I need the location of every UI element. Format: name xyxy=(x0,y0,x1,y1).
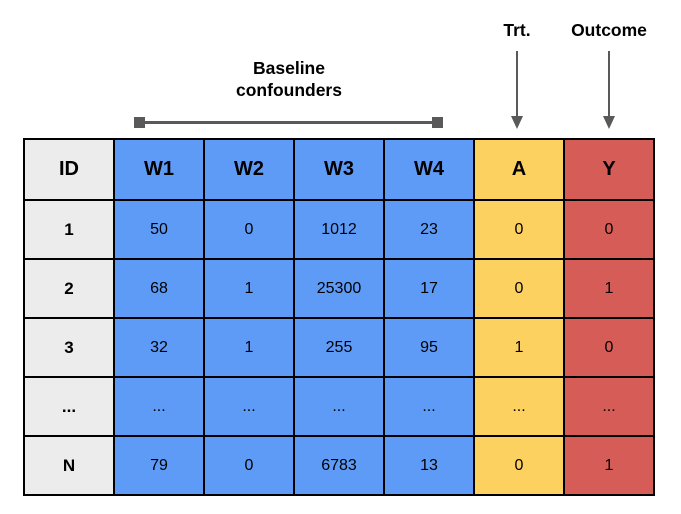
table-cell: 0 xyxy=(563,199,655,260)
table-cell: ... xyxy=(293,376,385,437)
data-table: ID W1 W2 W3 W4 A Y 1 50 0 1012 23 0 0 2 68 1 25300 17 0 1 3 3… xyxy=(23,138,655,496)
outcome-arrow-shaft xyxy=(608,51,610,117)
treatment-arrow-head-icon xyxy=(511,116,523,129)
table-cell: 79 xyxy=(113,435,205,496)
table-cell: 50 xyxy=(113,199,205,260)
table-row: 2 68 1 25300 17 0 1 xyxy=(23,258,655,319)
table-body: 1 50 0 1012 23 0 0 2 68 1 25300 17 0 1 3 32 1 255 95 1 0....… xyxy=(23,199,655,496)
header-cell-y: Y xyxy=(563,138,655,201)
baseline-confounders-bracket-line xyxy=(140,121,437,124)
table-cell: 0 xyxy=(203,435,295,496)
table-cell: 68 xyxy=(113,258,205,319)
table-cell: ... xyxy=(23,376,115,437)
treatment-arrow-shaft xyxy=(516,51,518,117)
header-cell-id: ID xyxy=(23,138,115,201)
table-cell: 95 xyxy=(383,317,475,378)
bracket-left-endcap xyxy=(134,117,145,128)
table-cell: 0 xyxy=(473,435,565,496)
table-cell: ... xyxy=(563,376,655,437)
table-row: 3 32 1 255 95 1 0 xyxy=(23,317,655,378)
table-cell: 25300 xyxy=(293,258,385,319)
table-cell: ... xyxy=(203,376,295,437)
table-cell: 1 xyxy=(23,199,115,260)
treatment-label: Trt. xyxy=(503,20,531,40)
table-cell: 3 xyxy=(23,317,115,378)
table-cell: ... xyxy=(113,376,205,437)
table-cell: 0 xyxy=(203,199,295,260)
table-cell: ... xyxy=(473,376,565,437)
table-cell: 1 xyxy=(563,435,655,496)
table-cell: 32 xyxy=(113,317,205,378)
table-cell: ... xyxy=(383,376,475,437)
header-cell-w3: W3 xyxy=(293,138,385,201)
table-cell: 255 xyxy=(293,317,385,378)
table-cell: 1 xyxy=(203,258,295,319)
table-cell: 23 xyxy=(383,199,475,260)
header-cell-a: A xyxy=(473,138,565,201)
table-row: ..................... xyxy=(23,376,655,437)
table-cell: 1012 xyxy=(293,199,385,260)
outcome-arrow-head-icon xyxy=(603,116,615,129)
table-header: ID W1 W2 W3 W4 A Y xyxy=(23,138,655,201)
table-cell: 6783 xyxy=(293,435,385,496)
baseline-confounders-label-line1: Baseline xyxy=(253,58,325,78)
bracket-right-endcap xyxy=(432,117,443,128)
table-cell: 1 xyxy=(473,317,565,378)
header-cell-w2: W2 xyxy=(203,138,295,201)
baseline-confounders-label-line2: confounders xyxy=(236,80,342,100)
table-cell: 1 xyxy=(563,258,655,319)
header-cell-w4: W4 xyxy=(383,138,475,201)
table-cell: N xyxy=(23,435,115,496)
header-row: ID W1 W2 W3 W4 A Y xyxy=(23,138,655,201)
table-cell: 2 xyxy=(23,258,115,319)
outcome-label: Outcome xyxy=(571,20,647,40)
table-cell: 0 xyxy=(473,258,565,319)
table-row: N 79 0 6783 13 0 1 xyxy=(23,435,655,496)
table-cell: 17 xyxy=(383,258,475,319)
baseline-confounders-label: Baseline confounders xyxy=(169,57,409,101)
table-cell: 1 xyxy=(203,317,295,378)
table-cell: 13 xyxy=(383,435,475,496)
table-cell: 0 xyxy=(563,317,655,378)
table-cell: 0 xyxy=(473,199,565,260)
header-cell-w1: W1 xyxy=(113,138,205,201)
table-row: 1 50 0 1012 23 0 0 xyxy=(23,199,655,260)
